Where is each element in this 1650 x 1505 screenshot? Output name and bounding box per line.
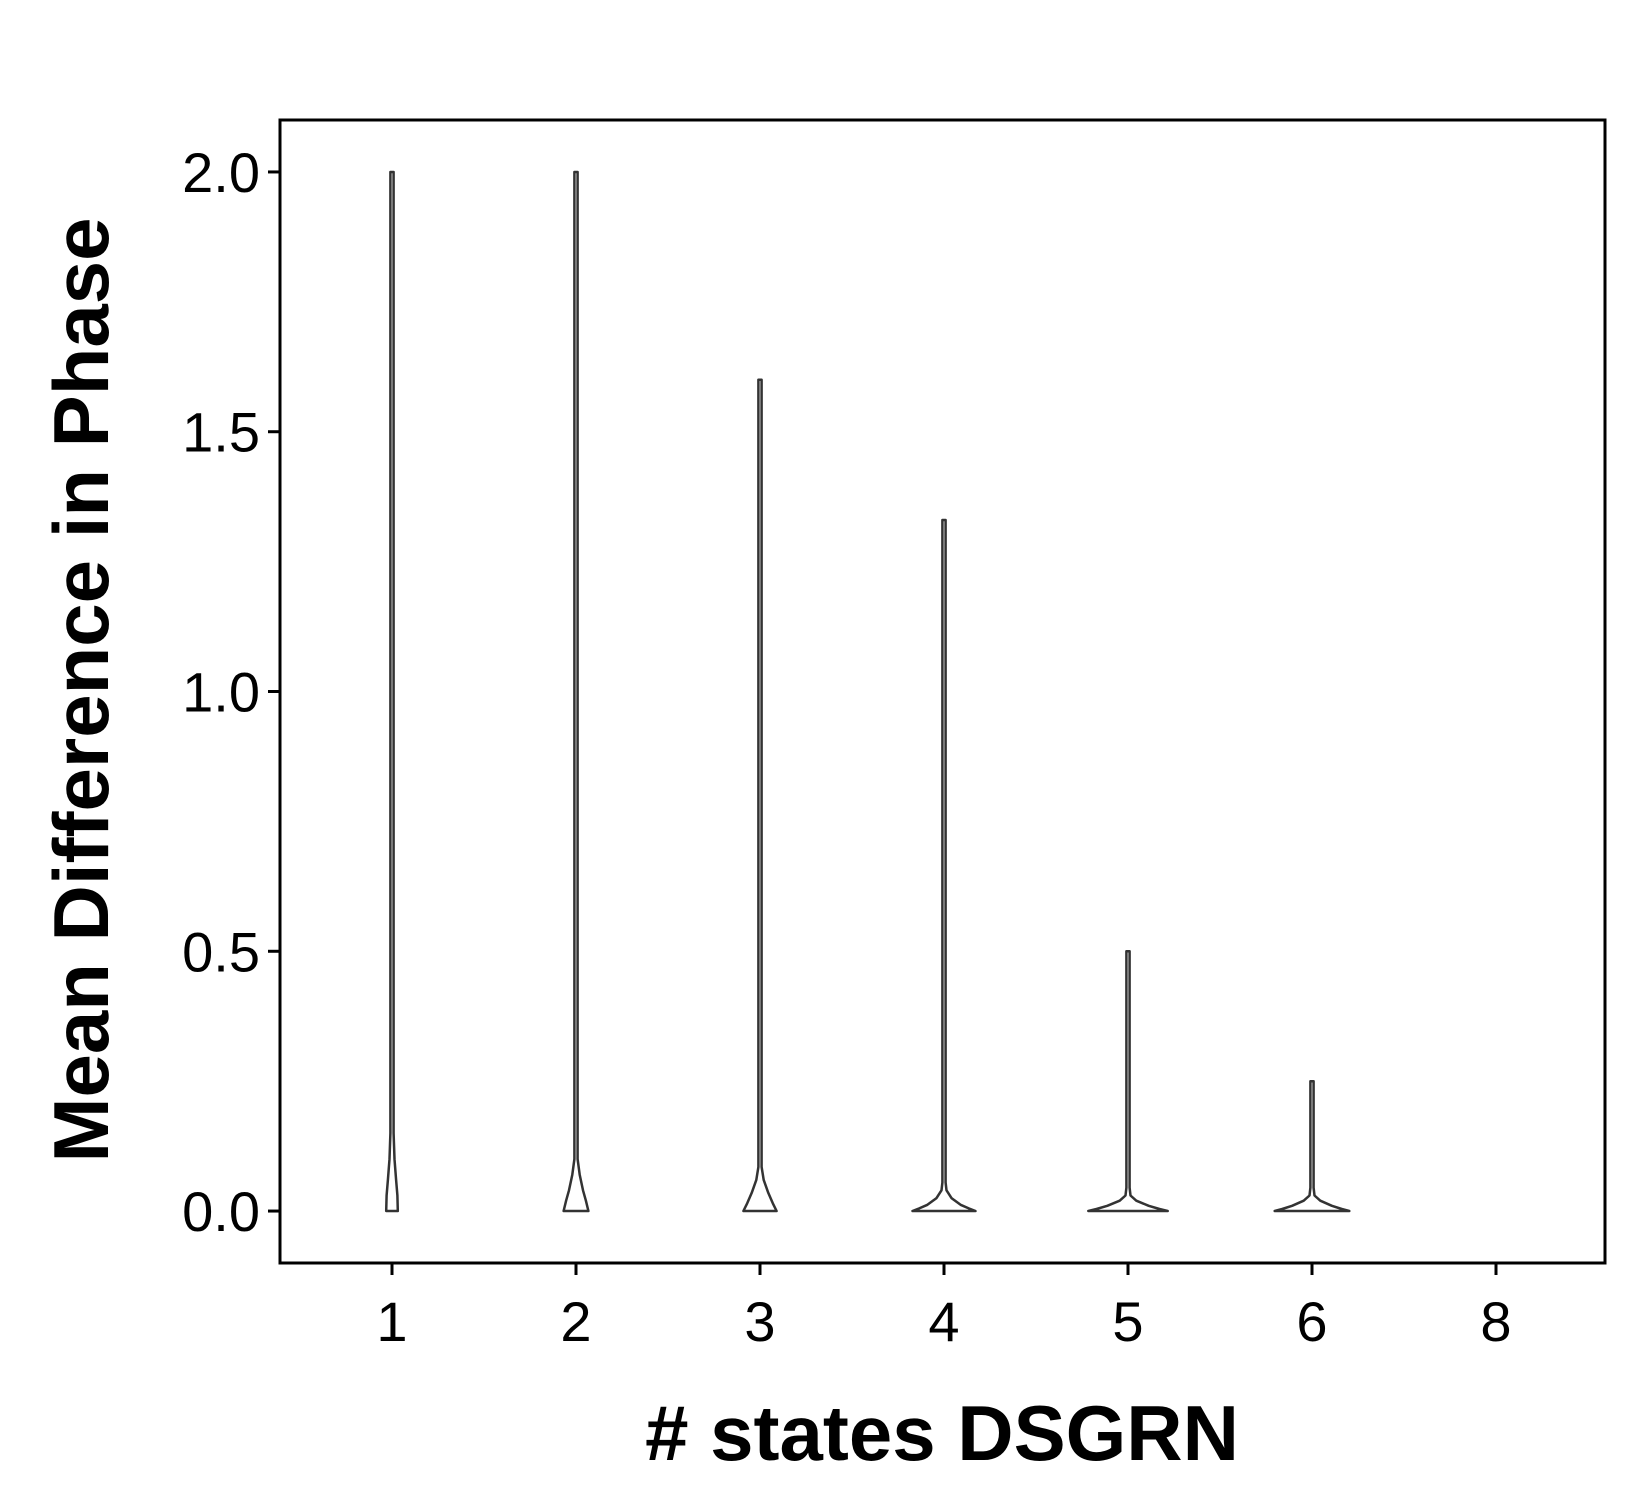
violin-1	[384, 170, 400, 1213]
x-tick-label: 8	[1480, 1290, 1511, 1353]
y-axis: 0.0 0.5 1.0 1.5 2.0	[182, 141, 280, 1243]
violin-2	[562, 170, 590, 1213]
y-tick-label: 2.0	[182, 141, 260, 204]
y-tick-label: 1.5	[182, 401, 260, 464]
y-axis-title: Mean Difference in Phase	[37, 218, 125, 1163]
violin-layer	[384, 170, 1351, 1213]
x-tick-label: 6	[1296, 1290, 1327, 1353]
x-tick-label: 2	[560, 1290, 591, 1353]
y-tick-label: 0.5	[182, 920, 260, 983]
x-axis: 1 2 3 4 5 6 8	[376, 1263, 1512, 1353]
x-tick-label: 5	[1112, 1290, 1143, 1353]
violin-4	[911, 518, 977, 1213]
x-tick-label: 3	[744, 1290, 775, 1353]
violin-6	[1273, 1079, 1351, 1213]
x-tick-label: 4	[928, 1290, 959, 1353]
y-tick-label: 1.0	[182, 661, 260, 724]
x-axis-title: # states DSGRN	[645, 1389, 1239, 1477]
y-tick-label: 0.0	[182, 1180, 260, 1243]
violin-5	[1087, 950, 1169, 1213]
violin-3	[742, 378, 778, 1213]
x-tick-label: 1	[376, 1290, 407, 1353]
